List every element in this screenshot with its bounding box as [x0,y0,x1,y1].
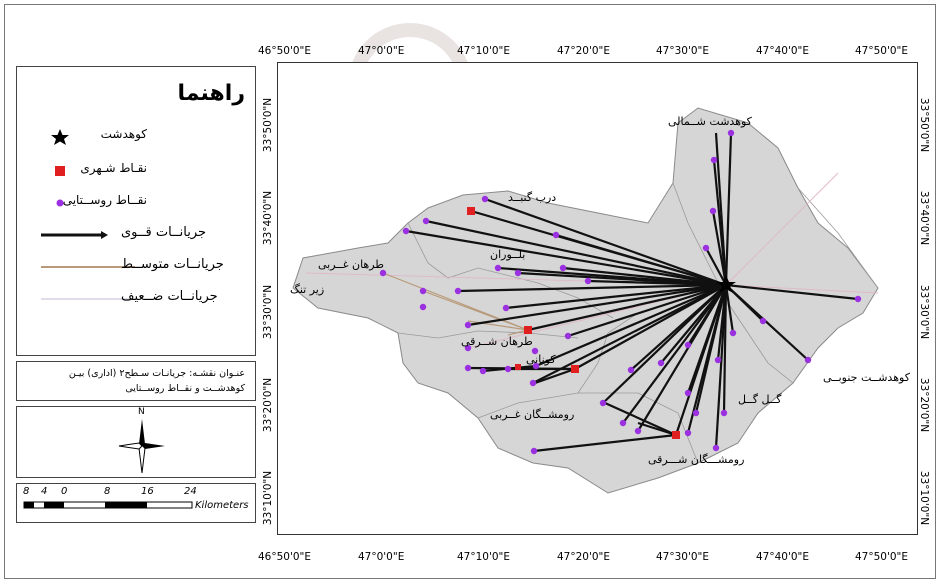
legend-panel: راهنما کوهدشت نقـاط شـهری نقــاط روســتا… [16,66,256,356]
caption-panel: عنـوان نقشـه: جریانـات سـطح۲ (اداری) بیـ… [16,361,256,401]
lat-label-left: 33°20'0"N [262,377,275,433]
weak-flow-icon [41,298,135,300]
legend-item-strong: جریانــات قــوی [17,225,257,245]
legend-title: راهنما [177,81,245,106]
legend-label: جریانــات متوســط [121,257,224,272]
dot-icon [56,199,64,207]
north-arrow-panel: N [16,406,256,478]
lon-label-top: 47°10'0"E [457,45,511,57]
map-svg [292,107,879,494]
lon-label-bottom: 47°10'0"E [457,551,511,563]
district-boundary [407,222,614,319]
legend-label: کوهدشت [100,127,147,141]
caption-line: کوهدشــت و نقــاط روســتایی [125,383,245,394]
scale-unit: Kilometers [195,500,249,511]
lat-label-right: 33°40'0"N [918,190,931,246]
scale-tick: 24 [184,486,197,497]
lon-label-top: 47°50'0"E [855,45,909,57]
lat-label-left: 33°30'0"N [262,284,275,340]
lat-label-right: 33°30'0"N [918,284,931,340]
lat-label-right: 33°20'0"N [918,377,931,433]
kuhdasht-star-icon [716,275,736,293]
lon-label-bottom: 47°40'0"E [756,551,810,563]
place-label: رومشــگان غــربی [490,408,575,421]
medium-flow-icon [41,266,135,268]
strong-flow-icon [41,231,108,239]
scale-tick: 8 [23,486,30,497]
scale-tick: 0 [61,486,68,497]
lon-label-bottom: 47°50'0"E [855,551,909,563]
urban-point [524,326,532,334]
scale-bar-panel: 8 4 0 8 16 24 Kilometers [16,483,256,523]
legend-label: نقــاط روســتایی [62,193,147,207]
urban-point [467,207,475,215]
place-label: رومشـــگان شـــرقی [648,453,745,466]
map-canvas: کوهدشت شــمالی درب گنبــد بلــوران طرهان… [277,62,918,535]
district-boundary [727,302,794,384]
lon-label-bottom: 47°0'0"E [358,551,405,563]
lat-label-left: 33°40'0"N [262,190,275,246]
place-label: طرهان شــرقی [461,335,533,348]
scale-tick: 16 [141,486,154,497]
lon-label-top: 47°40'0"E [756,45,810,57]
lat-label-left: 33°50'0"N [262,97,275,153]
compass-icon [118,419,165,474]
urban-point [515,364,521,370]
caption-line: عنـوان نقشـه: جریانـات سـطح۲ (اداری) بیـ… [68,368,245,379]
scale-tick: 4 [41,486,48,497]
lon-label-bottom: 47°30'0"E [656,551,710,563]
urban-point [571,365,579,373]
place-label: کونانی [526,353,556,366]
map-caption: عنـوان نقشـه: جریانـات سـطح۲ (اداری) بیـ… [25,366,245,396]
legend-item-city: کوهدشت [17,127,257,147]
legend-item-rural: نقــاط روســتایی [17,193,257,213]
lon-label-top: 46°50'0"E [258,45,312,57]
urban-point [672,431,680,439]
lon-label-bottom: 46°50'0"E [258,551,312,563]
lon-label-bottom: 47°20'0"E [557,551,611,563]
place-label: درب گنبــد [508,191,557,204]
legend-label: نقـاط شـهری [80,161,147,175]
map-frame [4,4,936,579]
star-icon [51,129,69,145]
lon-label-top: 47°30'0"E [656,45,710,57]
place-label: طرهان غــربی [318,258,385,271]
north-label: N [138,407,145,417]
lon-label-top: 47°20'0"E [557,45,611,57]
district-boundary [672,182,724,294]
lon-label-top: 47°0'0"E [358,45,405,57]
place-label: زیر تنگ [290,283,325,296]
scale-tick: 8 [104,486,111,497]
square-icon [55,166,65,176]
place-label: کوهدشت شــمالی [668,115,752,128]
lat-label-right: 33°10'0"N [918,470,931,526]
legend-label: جریانــات ضــعیف [121,289,218,304]
legend-item-medium: جریانــات متوســط [17,257,257,277]
place-label: کوهدشــت جنوبــی [823,371,910,384]
legend-item-urban: نقـاط شـهری [17,161,257,181]
district-boundary [797,187,879,289]
place-label: بلــوران [490,248,526,261]
legend-item-weak: جریانــات ضــعیف [17,289,257,309]
legend-label: جریانــات قــوی [121,225,207,240]
scale-bar [23,501,193,509]
district-boundary [397,330,579,339]
lat-label-right: 33°50'0"N [918,97,931,153]
place-label: گــل گــل [738,393,782,406]
lat-label-left: 33°10'0"N [262,470,275,526]
